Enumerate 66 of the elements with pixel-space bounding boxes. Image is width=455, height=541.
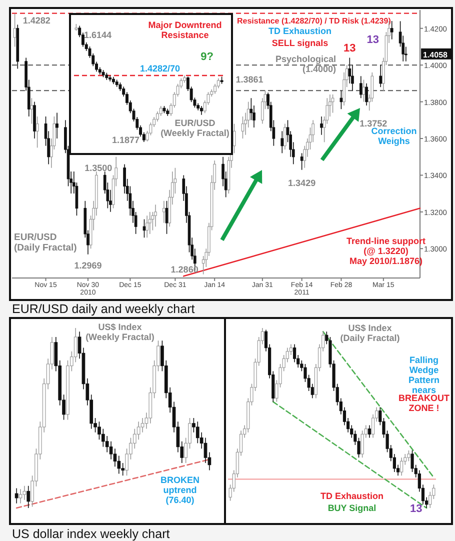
candlestick <box>379 64 382 88</box>
candlestick <box>428 491 432 508</box>
candlestick <box>98 421 101 440</box>
candlestick <box>18 488 22 504</box>
annotation: EUR/USD (Weekly Fractal) <box>160 118 230 138</box>
candlestick <box>36 116 39 148</box>
annotation: EUR/USD (Daily Fractal) <box>14 232 77 254</box>
annotation: 1.2860 <box>170 264 198 274</box>
candlestick <box>140 418 144 433</box>
annotation: 13 <box>344 42 356 55</box>
annotation: Major Downtrend Resistance <box>148 20 222 40</box>
candlestick <box>300 152 304 170</box>
annotation: BREAKOUT ZONE ! <box>398 393 450 414</box>
candlestick <box>407 450 410 462</box>
candlestick <box>109 441 113 460</box>
candlestick <box>113 448 117 467</box>
ref-line-label: Resistance (1.4282/70) / TD Risk (1.4239) <box>237 16 392 26</box>
candlestick <box>320 116 323 136</box>
candlestick <box>365 83 368 106</box>
candlestick <box>148 212 152 234</box>
annotation: Correction Weighs <box>371 126 417 146</box>
candlestick <box>162 200 166 224</box>
candlestick <box>284 123 286 150</box>
annotation: TD Exhaustion <box>320 491 384 501</box>
annotation: SELL signals <box>272 38 328 48</box>
candlestick <box>165 200 168 234</box>
candlestick <box>241 116 244 139</box>
annotation: 1.2969 <box>74 260 102 270</box>
candlestick <box>359 76 362 99</box>
annotation: 13 <box>366 34 380 46</box>
annotation: 1.3500 <box>84 162 112 173</box>
annotation: 1.4282 <box>22 15 50 26</box>
annotation: 1.3861 <box>236 74 264 85</box>
candlestick <box>280 130 284 154</box>
candlestick <box>26 485 30 508</box>
annotation: 1.1877 <box>112 135 140 145</box>
ref-line-label: Psychological (1.4000) <box>275 54 336 74</box>
candlestick <box>74 328 78 363</box>
annotation: BUY Signal <box>328 503 376 513</box>
annotation: TD Exhaustion <box>268 26 332 36</box>
candlestick <box>146 215 148 238</box>
text: EUR/USD daily and weekly chart <box>12 302 196 316</box>
candlestick <box>154 204 157 228</box>
candlestick <box>368 424 372 438</box>
annotation: BROKEN uptrend (76.40) <box>160 475 200 506</box>
annotation: US$ Index (Daily Fractal) <box>340 323 400 344</box>
candlestick <box>362 79 366 102</box>
candlestick <box>14 488 18 504</box>
candlestick <box>56 112 58 139</box>
annotation: 1.3752 <box>360 118 388 129</box>
candlestick <box>204 437 208 464</box>
annotation: US$ Index (Weekly Fractal) <box>86 322 154 342</box>
annotation: 9? <box>200 51 214 63</box>
candlestick <box>390 20 394 40</box>
text: US dollar index weekly chart <box>12 527 170 541</box>
annotation: Falling Wedge Pattern nears <box>408 355 440 396</box>
candlestick <box>22 485 26 500</box>
annotation: 1.3429 <box>288 178 316 188</box>
candlestick <box>13 13 16 48</box>
annotation: 1.4058 <box>423 50 448 60</box>
candlestick <box>30 98 34 124</box>
annotation: 1.6144 <box>84 30 112 40</box>
candlestick <box>136 421 140 440</box>
candlestick <box>400 457 404 476</box>
annotation: 13 <box>410 503 422 515</box>
ref-line-label: 1.4282/70 <box>140 63 180 74</box>
